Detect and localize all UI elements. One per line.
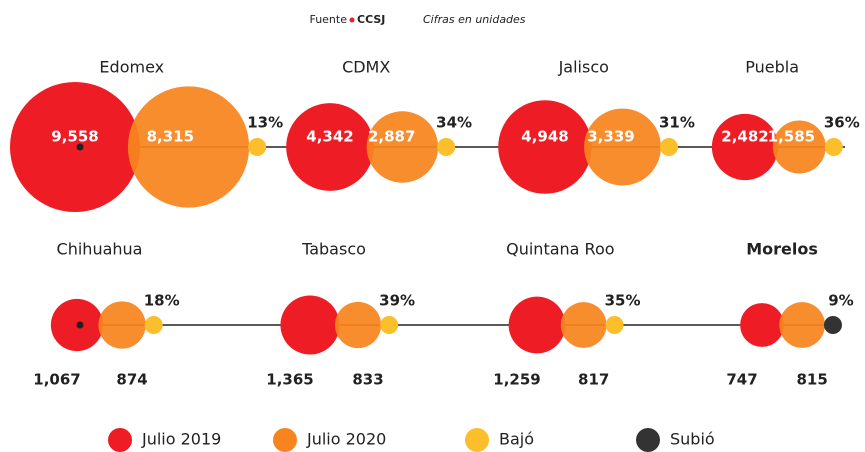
change-label: 36% xyxy=(824,114,860,132)
state-name: Edomex xyxy=(99,58,164,77)
bubble-2020 xyxy=(772,120,826,174)
bubble-2019 xyxy=(286,103,374,191)
change-dot xyxy=(659,138,678,156)
bubble-2020 xyxy=(334,301,382,349)
legend-swatch xyxy=(465,428,489,452)
value-label: 3,339 xyxy=(587,128,634,146)
change-dot xyxy=(380,316,399,334)
bubble-2020 xyxy=(560,302,607,348)
legend-label: Bajó xyxy=(499,430,534,449)
change-dot xyxy=(437,138,456,156)
bubble-2020 xyxy=(366,111,439,183)
source: CCSJ xyxy=(357,13,385,26)
change-label: 9% xyxy=(828,292,853,310)
value-label: 1,585 xyxy=(768,128,815,146)
change-dot xyxy=(605,316,624,334)
bubbles xyxy=(9,81,843,355)
value-label: 2,887 xyxy=(368,128,415,146)
bubble-2020 xyxy=(127,86,250,208)
value-label: 815 xyxy=(796,371,827,389)
legend-label: Julio 2019 xyxy=(141,430,221,449)
source-prefix: Fuente xyxy=(309,13,347,26)
bubble-2019 xyxy=(711,113,779,181)
change-dot xyxy=(823,316,842,334)
value-label: 1,365 xyxy=(266,371,313,389)
legend-swatch xyxy=(273,428,297,452)
state-name: CDMX xyxy=(342,58,390,77)
bubble-2020 xyxy=(584,108,661,186)
change-label: 35% xyxy=(605,292,641,310)
bubble-2020 xyxy=(98,301,146,349)
bullet xyxy=(349,17,355,23)
value-label: 817 xyxy=(578,371,609,389)
bubble-2019 xyxy=(508,296,566,354)
legend-label: Subió xyxy=(670,430,715,449)
value-label: 8,315 xyxy=(147,128,194,146)
value-label: 2,482 xyxy=(721,128,768,146)
value-label: 874 xyxy=(116,371,147,389)
line-start xyxy=(76,143,84,151)
value-label: 1,067 xyxy=(33,371,80,389)
state-name: Jalisco xyxy=(558,58,609,77)
legend-swatch xyxy=(108,428,132,452)
line-start xyxy=(76,321,84,329)
value-label: 4,342 xyxy=(306,128,353,146)
value-label: 9,558 xyxy=(51,128,98,146)
change-dot xyxy=(248,138,267,156)
bubble-2019 xyxy=(280,295,340,355)
state-name: Puebla xyxy=(745,58,799,77)
state-name: Chihuahua xyxy=(57,240,143,259)
change-label: 31% xyxy=(659,114,695,132)
bubble-2019 xyxy=(740,303,784,347)
note: Cifras en unidades xyxy=(423,13,526,26)
value-label: 833 xyxy=(352,371,383,389)
change-label: 39% xyxy=(379,292,415,310)
change-dot xyxy=(824,138,843,156)
bubble-2019 xyxy=(498,100,592,194)
legend-label: Julio 2020 xyxy=(306,430,386,449)
change-label: 18% xyxy=(144,292,180,310)
change-label: 34% xyxy=(436,114,472,132)
legend-swatch xyxy=(636,428,660,452)
change-label: 13% xyxy=(247,114,283,132)
bubble-2020 xyxy=(779,302,825,348)
state-name: Tabasco xyxy=(301,240,366,259)
value-label: 1,259 xyxy=(493,371,540,389)
bubble-2019 xyxy=(9,81,141,213)
value-label: 747 xyxy=(726,371,757,389)
change-dot xyxy=(144,316,163,334)
state-name: Morelos xyxy=(746,240,818,259)
state-name: Quintana Roo xyxy=(506,240,614,259)
value-label: 4,948 xyxy=(521,128,568,146)
